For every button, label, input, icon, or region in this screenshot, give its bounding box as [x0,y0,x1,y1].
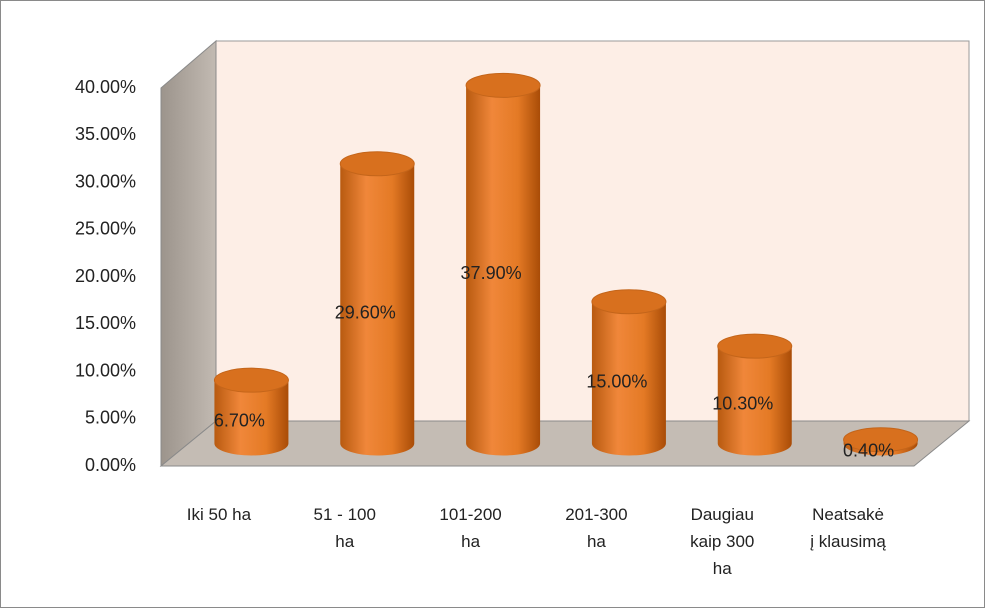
cylinder-top [339,151,415,177]
x-tick-label: 51 - 100 ha [313,505,376,551]
x-tick-label: Daugiau kaip 300 ha [690,505,755,578]
cylinder-top [591,289,667,315]
cylinder-body [717,346,792,456]
cylinder-body [466,85,541,456]
x-tick-label: 101-200 ha [439,505,502,551]
y-tick-label: 20.00% [75,266,136,286]
y-tick-label: 5.00% [85,408,136,428]
y-tick-label: 10.00% [75,360,136,380]
y-tick-label: 15.00% [75,313,136,333]
value-label: 6.70% [214,411,265,431]
y-tick-label: 40.00% [75,77,136,97]
value-label: 29.60% [335,302,396,322]
cylinder-body [214,380,289,456]
value-label: 37.90% [461,263,522,283]
cylinder-top [465,72,541,98]
value-label: 10.30% [712,394,773,414]
cylinder-body [340,163,415,456]
cylinder-top [843,427,919,453]
value-label: 15.00% [586,371,647,391]
x-tick-label: Iki 50 ha [186,505,252,524]
y-tick-label: 30.00% [75,171,136,191]
y-tick-label: 0.00% [85,455,136,475]
cylinder-body [843,439,918,456]
cylinder-body [591,301,666,456]
y-tick-label: 25.00% [75,219,136,239]
side-wall [160,39,217,468]
cylinder-top [717,333,793,359]
x-tick-label: Neatsakė į klausimą [810,505,886,551]
y-tick-label: 35.00% [75,124,136,144]
x-tick-label: 201-300 ha [565,505,628,551]
value-label: 0.40% [843,440,894,460]
cylinder-top [213,367,289,393]
